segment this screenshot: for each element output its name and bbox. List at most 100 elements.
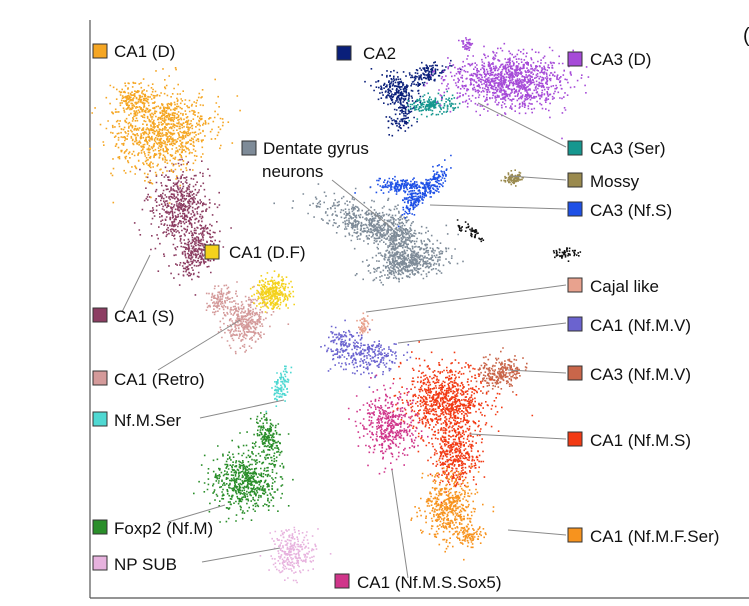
label-ca1-d: CA1 (D) xyxy=(114,42,175,61)
cluster-cloud xyxy=(249,412,290,469)
cluster-cloud xyxy=(354,175,446,195)
cluster-cloud xyxy=(407,90,461,122)
label-ca1-nf-m-v: CA1 (Nf.M.V) xyxy=(590,316,691,335)
legend-label-ca1-nf-m-s-sox5: CA1 (Nf.M.S.Sox5) xyxy=(334,573,502,592)
cluster-cloud xyxy=(320,319,359,359)
leader-line xyxy=(469,433,567,440)
leader-line xyxy=(199,399,285,419)
cluster-cloud xyxy=(456,219,485,243)
cluster-cloud xyxy=(457,224,463,232)
cluster-cloud xyxy=(456,524,487,549)
label-dentate-gyrus-line2: neurons xyxy=(262,162,323,181)
cluster-cloud xyxy=(265,365,293,413)
label-ca2: CA2 xyxy=(363,44,396,63)
label-ca3-d: CA3 (D) xyxy=(590,50,651,69)
legend-label-mossy: Mossy xyxy=(567,172,640,191)
label-ca1-d-f: CA1 (D.F) xyxy=(229,243,306,262)
leader-line xyxy=(477,102,567,148)
leader-line xyxy=(121,254,151,313)
swatch-foxp2-nf-m xyxy=(92,519,108,535)
legend-label-ca1-d-f: CA1 (D.F) xyxy=(204,243,306,262)
cluster-cloud xyxy=(326,328,412,388)
cluster-cloud xyxy=(259,526,332,584)
cluster-cloud xyxy=(354,239,459,286)
cluster-cloud xyxy=(411,154,452,216)
legend-label-np-sub: NP SUB xyxy=(92,555,177,574)
cluster-cloud xyxy=(385,98,418,137)
leader-line xyxy=(429,204,567,210)
swatch-ca1-retro xyxy=(92,370,108,386)
legend-label-ca1-d: CA1 (D) xyxy=(92,42,175,61)
legend-label-ca1-nf-m-s: CA1 (Nf.M.S) xyxy=(567,431,691,450)
cluster-cloud xyxy=(373,197,413,279)
cluster-cloud xyxy=(133,158,221,264)
leader-line xyxy=(507,529,567,536)
cluster-cloud xyxy=(423,42,595,140)
legend-label-foxp2-nf-m: Foxp2 (Nf.M) xyxy=(92,519,213,538)
cluster-cloud xyxy=(410,459,495,561)
cluster-cloud xyxy=(89,67,241,204)
label-mossy: Mossy xyxy=(590,172,640,191)
legend-label-ca1-nf-m-f-ser: CA1 (Nf.M.F.Ser) xyxy=(567,527,719,546)
label-np-sub: NP SUB xyxy=(114,555,177,574)
cluster-cloud xyxy=(356,312,374,336)
leader-line xyxy=(157,319,241,371)
leader-line xyxy=(201,547,281,563)
swatch-cajal-like xyxy=(567,277,583,293)
legend-label-ca2: CA2 xyxy=(336,44,396,63)
swatch-ca1-nf-m-s-sox5 xyxy=(334,573,350,589)
cluster-cloud xyxy=(500,169,524,187)
swatch-ca1-nf-m-s xyxy=(567,431,583,447)
leader-line xyxy=(509,175,567,181)
cluster-cloud xyxy=(425,409,486,504)
legend-label-ca1-nf-m-v: CA1 (Nf.M.V) xyxy=(567,316,691,335)
swatch-ca1-d-f xyxy=(204,244,220,260)
legend-label-dentate-gyrus: Dentate gyrus neurons xyxy=(241,139,369,181)
leader-line xyxy=(507,369,567,374)
legend-label-nf-m-ser: Nf.M.Ser xyxy=(92,411,181,430)
swatch-dentate-gyrus xyxy=(241,140,257,156)
corner-mark: ( xyxy=(743,25,749,47)
legend-label-ca1-s: CA1 (S) xyxy=(92,307,174,326)
cluster-cloud xyxy=(458,37,472,51)
cluster-cloud xyxy=(392,341,534,453)
cluster-cloud xyxy=(157,203,232,296)
label-dentate-gyrus: Dentate gyrus xyxy=(263,139,369,158)
leader-line xyxy=(365,284,567,313)
label-ca3-nf-m-v: CA3 (Nf.M.V) xyxy=(590,365,691,384)
swatch-ca1-s xyxy=(92,307,108,323)
legend-label-ca3-nf-m-v: CA3 (Nf.M.V) xyxy=(567,365,691,384)
cluster-cloud xyxy=(249,270,295,313)
label-cajal-like: Cajal like xyxy=(590,277,659,296)
leader-lines xyxy=(121,102,567,579)
label-ca3-ser: CA3 (Ser) xyxy=(590,139,666,158)
cluster-point-clouds xyxy=(89,37,595,584)
label-ca1-nf-m-f-ser: CA1 (Nf.M.F.Ser) xyxy=(590,527,719,546)
swatch-np-sub xyxy=(92,555,108,571)
swatch-ca3-d xyxy=(567,51,583,67)
swatch-ca2 xyxy=(336,45,352,61)
cluster-cloud xyxy=(397,177,424,228)
swatch-nf-m-ser xyxy=(92,411,108,427)
legend-label-ca3-nf-s: CA3 (Nf.S) xyxy=(567,201,672,220)
leader-line xyxy=(167,504,226,523)
leader-line xyxy=(391,469,409,579)
label-ca1-s: CA1 (S) xyxy=(114,307,174,326)
leader-line xyxy=(397,322,567,344)
label-ca1-retro: CA1 (Retro) xyxy=(114,370,205,389)
label-ca3-nf-s: CA3 (Nf.S) xyxy=(590,201,672,220)
cluster-cloud xyxy=(273,183,464,263)
legend-label-ca1-retro: CA1 (Retro) xyxy=(92,370,205,389)
legend-label-ca3-ser: CA3 (Ser) xyxy=(567,139,666,158)
cluster-cloud xyxy=(193,431,294,523)
label-ca1-nf-m-s: CA1 (Nf.M.S) xyxy=(590,431,691,450)
swatch-ca1-nf-m-v xyxy=(567,316,583,332)
cluster-cloud xyxy=(105,81,166,119)
label-ca1-nf-m-s-sox5: CA1 (Nf.M.S.Sox5) xyxy=(357,573,502,592)
legend-label-ca3-d: CA3 (D) xyxy=(567,50,651,69)
cluster-cloud xyxy=(552,247,582,262)
leader-line xyxy=(331,179,393,229)
label-foxp2-nf-m: Foxp2 (Nf.M) xyxy=(114,519,213,538)
swatch-ca1-d xyxy=(92,43,108,59)
